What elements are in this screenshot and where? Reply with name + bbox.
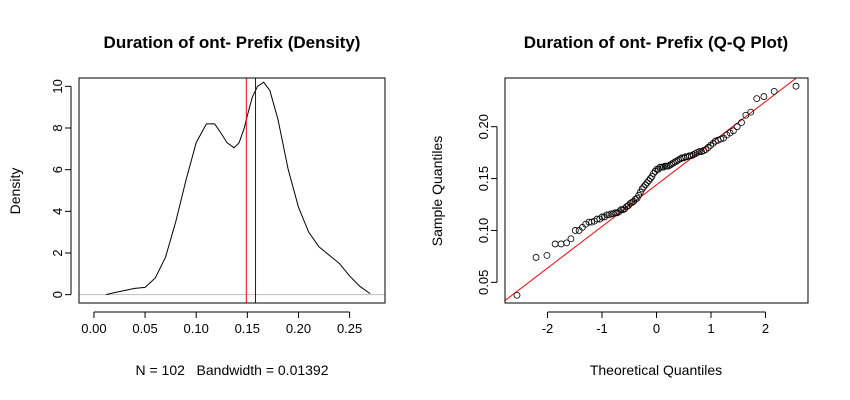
- qq-point: [631, 195, 639, 203]
- qq-point: [567, 235, 575, 243]
- x-tick-label: 0.15: [235, 321, 260, 336]
- qq-point: [669, 159, 677, 167]
- qq-point: [611, 209, 619, 217]
- x-tick-label: 1: [707, 321, 714, 336]
- qq-point: [747, 108, 755, 116]
- y-tick-label: 0.20: [476, 114, 491, 139]
- x-tick-label: 2: [762, 321, 769, 336]
- qq-point: [617, 206, 625, 214]
- qq-reference-line: [505, 78, 798, 301]
- density-curve: [106, 81, 371, 296]
- y-tick-label: 0: [50, 291, 65, 298]
- qq-x-axis-title: Theoretical Quantiles: [590, 362, 722, 378]
- qq-point: [596, 215, 604, 223]
- x-tick-label: 0.20: [286, 321, 311, 336]
- x-tick-label: 0.05: [132, 321, 157, 336]
- density-chart-title: Duration of ont- Prefix (Density): [104, 33, 361, 52]
- qq-point: [532, 254, 540, 261]
- qq-point: [646, 175, 654, 182]
- qq-point: [585, 218, 593, 226]
- x-tick-label: -1: [596, 321, 608, 336]
- qq-point: [729, 127, 737, 135]
- qq-point: [658, 163, 666, 171]
- qq-point: [650, 169, 657, 177]
- x-tick-label: 0.10: [184, 321, 209, 336]
- qq-panel: Duration of ont- Prefix (Q-Q Plot) Sampl…: [429, 33, 809, 378]
- qq-point: [709, 139, 717, 147]
- y-tick-label: 6: [50, 166, 65, 173]
- qq-point: [678, 154, 686, 162]
- qq-point: [626, 200, 634, 207]
- y-tick-label: 4: [50, 208, 65, 215]
- qq-point: [571, 227, 579, 234]
- qq-chart-title: Duration of ont- Prefix (Q-Q Plot): [524, 33, 788, 52]
- qq-point: [642, 181, 649, 189]
- qq-point: [666, 161, 674, 169]
- qq-point: [668, 160, 676, 168]
- y-tick-label: 8: [50, 124, 65, 131]
- y-tick-label: 0.10: [476, 218, 491, 243]
- qq-point: [661, 162, 669, 170]
- y-tick-label: 0.15: [476, 166, 491, 191]
- x-tick-label: 0.25: [337, 321, 362, 336]
- density-y-axis-title: Density: [7, 168, 23, 215]
- qq-point: [638, 185, 646, 193]
- qq-point: [563, 239, 570, 247]
- y-tick-label: 2: [50, 249, 65, 256]
- y-tick-label: 10: [50, 79, 65, 93]
- qq-point: [686, 152, 693, 160]
- density-plot-frame: [78, 77, 386, 304]
- qq-point: [640, 183, 648, 191]
- qq-point: [543, 251, 551, 259]
- qq-point: [695, 148, 703, 155]
- qq-point: [598, 213, 606, 221]
- x-tick-label: 0: [653, 321, 660, 336]
- qq-point: [702, 146, 710, 153]
- qq-point: [792, 82, 800, 90]
- qq-point: [704, 144, 712, 151]
- qq-point: [643, 179, 651, 187]
- qq-point: [673, 157, 681, 165]
- qq-point: [733, 123, 741, 131]
- y-tick-label: 0.05: [476, 270, 491, 295]
- qq-y-axis-title: Sample Quantiles: [429, 136, 445, 247]
- density-plot-area: 0.00 0.05 0.10 0.15 0.20 0.25 0 2 4 6 8 10: [50, 78, 385, 336]
- density-panel: Duration of ont- Prefix (Density) Densit…: [7, 33, 386, 378]
- qq-point: [513, 291, 521, 299]
- density-x-axis-title: N = 102 Bandwidth = 0.01392: [135, 362, 328, 378]
- qq-point: [656, 163, 664, 171]
- qq-plot-frame: [504, 77, 809, 304]
- qq-point: [684, 153, 691, 161]
- x-tick-label: -2: [542, 321, 554, 336]
- qq-point: [615, 208, 623, 216]
- qq-point: [753, 95, 761, 103]
- qq-point: [601, 213, 608, 221]
- qq-point: [551, 240, 559, 248]
- qq-point: [738, 119, 745, 126]
- qq-point: [770, 87, 778, 95]
- qq-point: [603, 211, 611, 219]
- qq-point: [671, 158, 679, 166]
- qq-point: [742, 111, 750, 119]
- qq-plot-area: -2 -1 0 1 2 0.05 0.10 0.15 0.20: [476, 78, 800, 336]
- qq-point: [664, 162, 672, 170]
- x-tick-label: 0.00: [81, 321, 106, 336]
- qq-point: [645, 177, 653, 185]
- qq-point: [557, 240, 565, 248]
- qq-point: [760, 93, 768, 100]
- qq-point: [659, 163, 667, 171]
